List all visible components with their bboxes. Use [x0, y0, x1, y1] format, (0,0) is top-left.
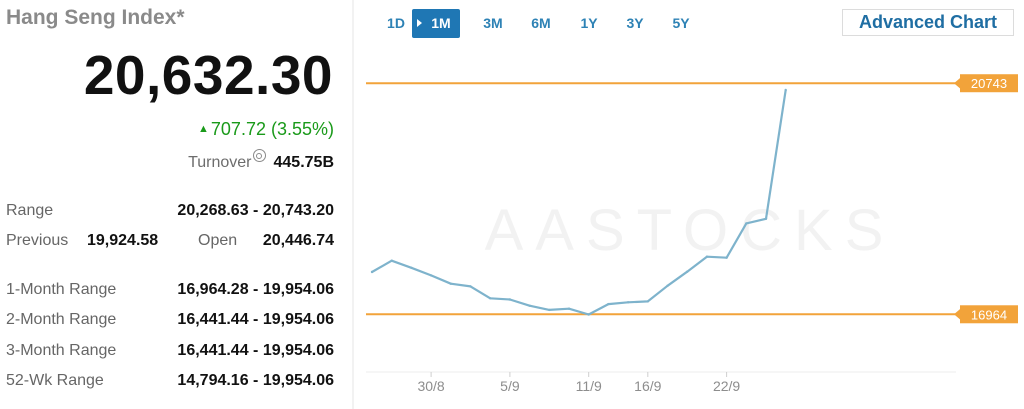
period-5y-button[interactable]: 5Y: [672, 15, 690, 31]
one-month-range-row: 1-Month Range 16,964.28 - 19,954.06: [6, 281, 334, 303]
price-point: [646, 300, 649, 303]
three-month-range-label: 3-Month Range: [6, 342, 117, 359]
price-point: [784, 88, 787, 92]
period-1m-label: 1M: [431, 15, 451, 31]
price-point: [489, 297, 492, 300]
index-change: ▲ 707.72 (3.55%): [0, 119, 334, 140]
high-ref-tag: [960, 74, 1018, 93]
open-label: Open: [198, 232, 238, 249]
period-1d-button[interactable]: 1D: [387, 15, 405, 31]
two-month-range-row: 2-Month Range 16,441.44 - 19,954.06: [6, 311, 334, 333]
price-point: [548, 308, 551, 312]
price-point: [607, 302, 610, 306]
previous-value: 19,924.58: [87, 232, 159, 249]
info-ring-icon[interactable]: [252, 149, 266, 162]
range-value: 20,268.63 - 20,743.20: [177, 202, 334, 219]
low-ref-tag: [960, 305, 1018, 324]
x-tick-label: 30/8: [417, 378, 444, 394]
fifty-two-week-range-value: 14,794.16 - 19,954.06: [177, 372, 334, 389]
watermark: AASTOCKS: [485, 198, 896, 263]
price-point: [567, 307, 571, 310]
turnover-value: 445.75B: [273, 154, 335, 171]
previous-label: Previous: [6, 232, 69, 249]
period-6m-button[interactable]: 6M: [531, 15, 551, 31]
range-row: Range 20,268.63 - 20,743.20: [6, 202, 334, 224]
low-ref-tag-pointer: [954, 308, 961, 321]
period-1y-button[interactable]: 1Y: [580, 15, 598, 31]
price-point: [449, 282, 452, 285]
low-ref-label: 16964: [971, 307, 1007, 322]
price-point: [370, 270, 374, 274]
price-point: [528, 304, 531, 307]
price-point: [626, 301, 630, 304]
previous-open-row: Previous 19,924.58 Open 20,446.74: [6, 232, 334, 254]
one-month-range-label: 1-Month Range: [6, 281, 117, 298]
price-point: [666, 284, 669, 287]
period-3m-button[interactable]: 3M: [483, 15, 503, 31]
price-point: [705, 255, 709, 258]
two-month-range-value: 16,441.44 - 19,954.06: [177, 311, 334, 328]
price-point: [745, 222, 748, 225]
period-3y-button[interactable]: 3Y: [626, 15, 644, 31]
turnover-label: Turnover: [188, 154, 252, 171]
change-value: 707.72 (3.55%): [210, 119, 334, 139]
x-tick-label: 16/9: [634, 378, 661, 394]
price-point: [410, 266, 413, 269]
price-point: [587, 313, 590, 316]
advanced-chart-button[interactable]: Advanced Chart: [842, 9, 1014, 36]
price-point: [429, 274, 433, 277]
open-value: 20,446.74: [262, 232, 334, 249]
price-point: [686, 270, 689, 273]
high-ref-label: 20743: [971, 76, 1007, 91]
price-point: [469, 285, 472, 288]
play-arrow-icon: [417, 19, 422, 27]
up-arrow-icon: ▲: [198, 123, 209, 135]
period-1m-button[interactable]: 1M: [412, 9, 460, 38]
x-tick-label: 22/9: [713, 378, 740, 394]
three-month-range-value: 16,441.44 - 19,954.06: [177, 342, 334, 359]
fifty-two-week-range-label: 52-Wk Range: [6, 372, 104, 389]
index-title: Hang Seng Index*: [6, 6, 185, 29]
range-label: Range: [6, 202, 54, 219]
turnover: Turnover 445.75B: [0, 149, 335, 172]
price-point: [725, 256, 728, 259]
one-month-range-value: 16,964.28 - 19,954.06: [177, 281, 334, 298]
fifty-two-week-range-row: 52-Wk Range 14,794.16 - 19,954.06: [6, 372, 334, 394]
price-series-line: [371, 89, 787, 316]
x-tick-label: 5/9: [500, 378, 520, 394]
price-point: [508, 298, 512, 301]
price-point: [390, 259, 393, 262]
index-price: 20,632.30: [83, 44, 333, 106]
two-month-range-label: 2-Month Range: [6, 311, 117, 328]
price-point: [764, 217, 768, 220]
x-tick-label: 11/9: [576, 378, 602, 394]
high-ref-tag-pointer: [954, 77, 961, 90]
three-month-range-row: 3-Month Range 16,441.44 - 19,954.06: [6, 342, 334, 364]
